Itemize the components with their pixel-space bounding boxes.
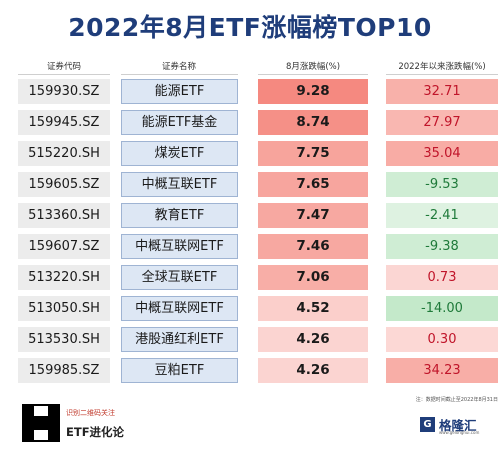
aug-change-value: 9.28: [258, 79, 368, 104]
etf-name: 教育ETF: [121, 203, 238, 228]
etf-name: 豆粕ETF: [121, 358, 238, 383]
table-row: 159930.SZ 能源ETF 9.28 32.71: [0, 79, 500, 104]
etf-code: 513530.SH: [18, 327, 110, 352]
ytd-change-value: 32.71: [386, 79, 498, 104]
aug-change-value: 4.26: [258, 358, 368, 383]
etf-code: 513050.SH: [18, 296, 110, 321]
aug-change-value: 7.65: [258, 172, 368, 197]
etf-code: 159930.SZ: [18, 79, 110, 104]
aug-change-value: 4.52: [258, 296, 368, 321]
ytd-change-value: 35.04: [386, 141, 498, 166]
etf-code: 159985.SZ: [18, 358, 110, 383]
ytd-change-value: 0.73: [386, 265, 498, 290]
ytd-change-value: 34.23: [386, 358, 498, 383]
header-divider: [121, 74, 238, 75]
etf-code: 159605.SZ: [18, 172, 110, 197]
ytd-change-value: -9.38: [386, 234, 498, 259]
table-row: 515220.SH 煤炭ETF 7.75 35.04: [0, 141, 500, 166]
etf-name: 煤炭ETF: [121, 141, 238, 166]
etf-name: 能源ETF基金: [121, 110, 238, 135]
etf-name: 中概互联网ETF: [121, 296, 238, 321]
column-header-name: 证券名称: [161, 62, 196, 72]
aug-change-value: 7.75: [258, 141, 368, 166]
table-row: 159985.SZ 豆粕ETF 4.26 34.23: [0, 358, 500, 383]
qr-caption: 识别二维码关注: [66, 409, 115, 417]
data-note: 注：数据时间截止至2022年8月31日: [415, 397, 498, 403]
header-divider: [258, 74, 368, 75]
table-row: 159605.SZ 中概互联ETF 7.65 -9.53: [0, 172, 500, 197]
page-title: 2022年8月ETF涨幅榜TOP10: [68, 13, 432, 42]
column-header-code: 证券代码: [46, 62, 81, 72]
qr-code: [22, 404, 60, 442]
ytd-change-value: -2.41: [386, 203, 498, 228]
column-header-ytd-change: 2022年以来涨跌幅(%): [398, 62, 486, 72]
etf-code: 159607.SZ: [18, 234, 110, 259]
table-row: 159945.SZ 能源ETF基金 8.74 27.97: [0, 110, 500, 135]
table-row: 513050.SH 中概互联网ETF 4.52 -14.00: [0, 296, 500, 321]
aug-change-value: 7.47: [258, 203, 368, 228]
etf-brand-name: ETF进化论: [66, 425, 125, 439]
table-row: 159607.SZ 中概互联网ETF 7.46 -9.38: [0, 234, 500, 259]
table-row: 513530.SH 港股通红利ETF 4.26 0.30: [0, 327, 500, 352]
ytd-change-value: -14.00: [386, 296, 498, 321]
etf-code: 513220.SH: [18, 265, 110, 290]
header-divider: [18, 74, 110, 75]
table-row: 513220.SH 全球互联ETF 7.06 0.73: [0, 265, 500, 290]
etf-name: 中概互联ETF: [121, 172, 238, 197]
aug-change-value: 8.74: [258, 110, 368, 135]
table-row: 513360.SH 教育ETF 7.47 -2.41: [0, 203, 500, 228]
gelonghui-url: www.gelonghui.com: [439, 430, 480, 435]
etf-name: 全球互联ETF: [121, 265, 238, 290]
etf-name: 中概互联网ETF: [121, 234, 238, 259]
aug-change-value: 7.46: [258, 234, 368, 259]
gelonghui-logo-text: 格隆汇: [439, 418, 477, 433]
etf-name: 能源ETF: [121, 79, 238, 104]
etf-code: 515220.SH: [18, 141, 110, 166]
aug-change-value: 7.06: [258, 265, 368, 290]
gelonghui-logo-icon: G: [420, 417, 435, 432]
column-header-aug-change: 8月涨跌幅(%): [285, 62, 341, 72]
etf-code: 159945.SZ: [18, 110, 110, 135]
ytd-change-value: 0.30: [386, 327, 498, 352]
aug-change-value: 4.26: [258, 327, 368, 352]
etf-code: 513360.SH: [18, 203, 110, 228]
ytd-change-value: 27.97: [386, 110, 498, 135]
etf-name: 港股通红利ETF: [121, 327, 238, 352]
header-divider: [386, 74, 498, 75]
ytd-change-value: -9.53: [386, 172, 498, 197]
